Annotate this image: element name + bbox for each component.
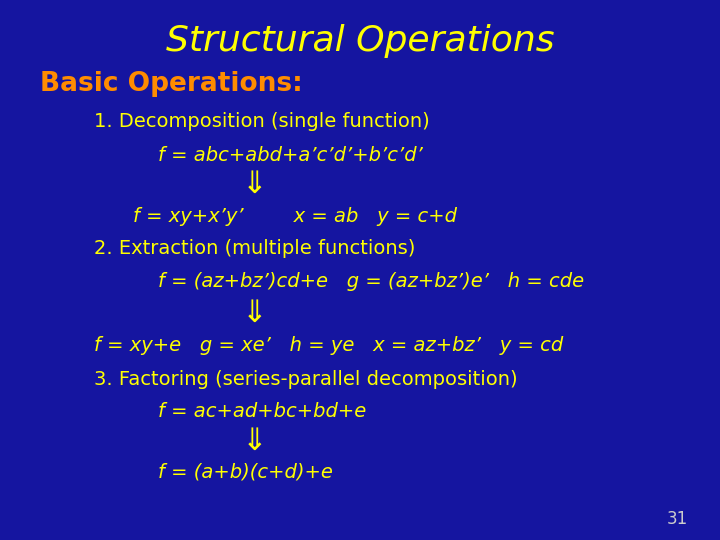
Text: f = xy+x’y’        x = ab   y = c+d: f = xy+x’y’ x = ab y = c+d <box>133 206 457 226</box>
Text: f = ac+ad+bc+bd+e: f = ac+ad+bc+bd+e <box>158 402 366 421</box>
Text: ⇓: ⇓ <box>241 299 266 328</box>
Text: ⇓: ⇓ <box>241 427 266 456</box>
Text: Basic Operations:: Basic Operations: <box>40 71 302 97</box>
Text: f = abc+abd+a’c’d’+b’c’d’: f = abc+abd+a’c’d’+b’c’d’ <box>158 146 423 165</box>
Text: 2. Extraction (multiple functions): 2. Extraction (multiple functions) <box>94 239 415 258</box>
Text: f = (a+b)(c+d)+e: f = (a+b)(c+d)+e <box>158 463 333 482</box>
Text: f = (az+bz’)cd+e   g = (az+bz’)e’   h = cde: f = (az+bz’)cd+e g = (az+bz’)e’ h = cde <box>158 272 585 292</box>
Text: Structural Operations: Structural Operations <box>166 24 554 57</box>
Text: 1. Decomposition (single function): 1. Decomposition (single function) <box>94 112 429 131</box>
Text: 31: 31 <box>666 510 688 529</box>
Text: 3. Factoring (series-parallel decomposition): 3. Factoring (series-parallel decomposit… <box>94 369 517 389</box>
Text: f = xy+e   g = xe’   h = ye   x = az+bz’   y = cd: f = xy+e g = xe’ h = ye x = az+bz’ y = c… <box>94 336 563 355</box>
Text: ⇓: ⇓ <box>241 170 266 199</box>
